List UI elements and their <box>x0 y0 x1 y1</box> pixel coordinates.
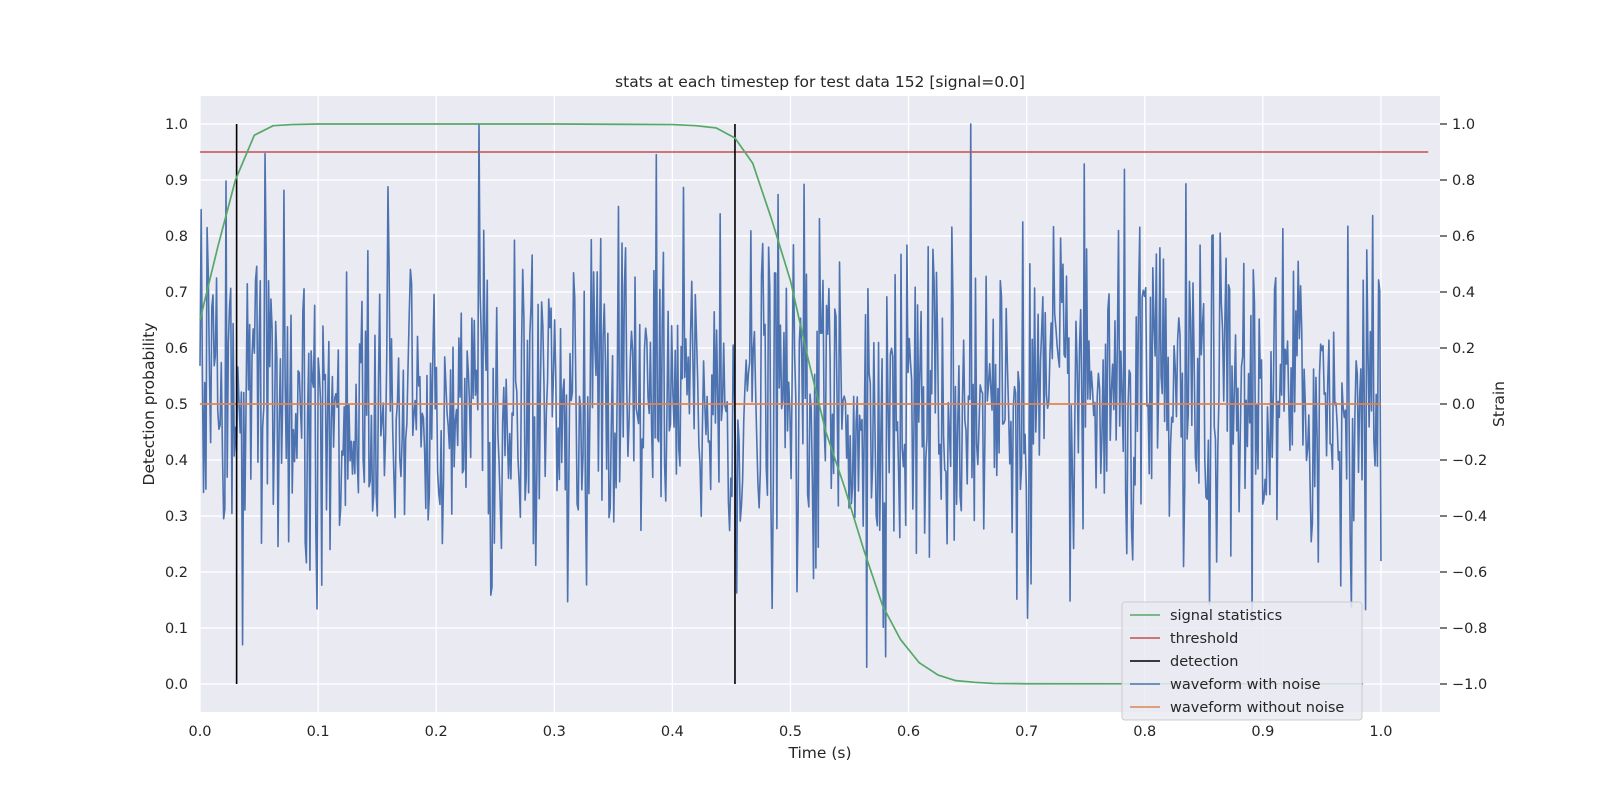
y-tick-label-left: 0.4 <box>165 453 188 469</box>
legend-box <box>1121 601 1363 721</box>
x-tick-label: 0.9 <box>1251 724 1274 740</box>
y-tick-label-left: 0.2 <box>165 565 188 581</box>
x-tick-label: 0.2 <box>425 724 448 740</box>
legend-label-threshold: threshold <box>1170 631 1238 647</box>
x-tick-label: 0.6 <box>897 724 920 740</box>
tick-labels: 0.0 0.1 0.2 0.3 0.4 0.5 0.6 0.7 0.8 0.9 1.0 0.0 0.1 0… <box>165 117 1487 740</box>
y-tick-label-right: 0.6 <box>1452 229 1475 245</box>
y-tick-label-right: 0.8 <box>1452 173 1475 189</box>
x-tick-label: 0.8 <box>1133 724 1156 740</box>
y-tick-label-left: 0.8 <box>165 229 188 245</box>
y-tick-label-left: 0.7 <box>165 285 188 301</box>
data-layer <box>199 123 1429 685</box>
x-tick-label: 0.1 <box>307 724 330 740</box>
y-tick-label-left: 0.9 <box>165 173 188 189</box>
y-tick-label-right: −0.8 <box>1452 621 1487 637</box>
y-tick-label-right: −1.0 <box>1452 677 1487 693</box>
x-tick-label: 0.3 <box>543 724 566 740</box>
y-axis-label-left: Detection probability <box>140 323 158 486</box>
y-tick-label-right: −0.2 <box>1452 453 1487 469</box>
legend-label-detection: detection <box>1170 654 1238 670</box>
legend-label-signal-statistics: signal statistics <box>1170 608 1282 624</box>
y-tick-label-right: −0.4 <box>1452 509 1487 525</box>
x-tick-label: 1.0 <box>1369 724 1392 740</box>
y-tick-label-left: 1.0 <box>165 117 188 133</box>
legend-label-waveform-with-noise: waveform with noise <box>1170 677 1321 693</box>
y-tick-label-right: 0.4 <box>1452 285 1475 301</box>
x-tick-label: 0.7 <box>1015 724 1038 740</box>
y-tick-label-right: 0.0 <box>1452 397 1475 413</box>
x-tick-label: 0.5 <box>779 724 802 740</box>
y-tick-label-left: 0.5 <box>165 397 188 413</box>
x-tick-label: 0.0 <box>188 724 211 740</box>
y-tick-label-left: 0.6 <box>165 341 188 357</box>
x-tick-label: 0.4 <box>661 724 684 740</box>
legend: signal statistics threshold detection wa… <box>1121 601 1363 721</box>
y-tick-label-left: 0.0 <box>165 677 188 693</box>
y-tick-label-left: 0.3 <box>165 509 188 525</box>
series-waveform-with-noise <box>199 123 1382 669</box>
chart-title: stats at each timestep for test data 152… <box>615 73 1025 91</box>
y-tick-label-right: −0.6 <box>1452 565 1487 581</box>
x-axis-label: Time (s) <box>787 744 851 762</box>
y-tick-label-right: 1.0 <box>1452 117 1475 133</box>
y-axis-label-right: Strain <box>1490 381 1508 427</box>
series-signal-statistics <box>199 123 1364 685</box>
y-tick-label-left: 0.1 <box>165 621 188 637</box>
y-tick-label-right: 0.2 <box>1452 341 1475 357</box>
legend-label-waveform-without-noise: waveform without noise <box>1170 700 1344 716</box>
